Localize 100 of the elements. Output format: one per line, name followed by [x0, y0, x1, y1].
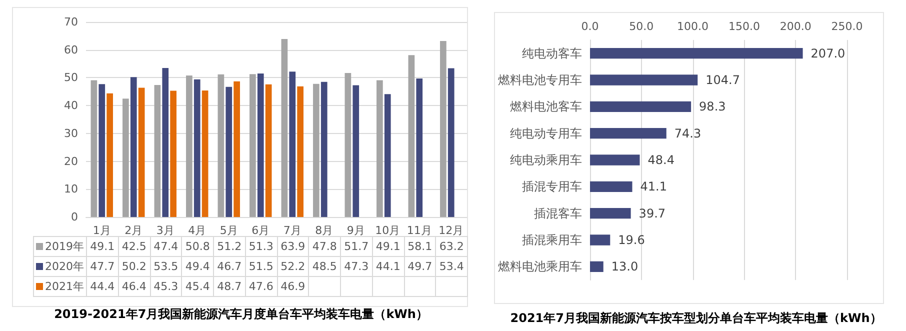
data-label: 48.5	[308, 256, 340, 276]
bar	[265, 84, 272, 217]
bar	[234, 81, 240, 217]
bar	[289, 72, 296, 217]
x-tick-label: 9月	[346, 224, 365, 237]
bar	[250, 74, 256, 217]
bar	[138, 88, 145, 217]
data-label: 48.4	[648, 153, 674, 167]
data-label: 44.4	[86, 276, 118, 296]
bar	[590, 208, 631, 219]
data-label: 42.5	[118, 236, 150, 256]
bar	[440, 40, 446, 217]
y-tick-label: 40	[64, 99, 78, 112]
data-label: 45.4	[182, 276, 214, 296]
x-tick-label: 150.0	[728, 20, 760, 33]
y-tick-label: 纯电动客车	[522, 46, 582, 60]
y-tick-label: 插混专用车	[522, 180, 582, 194]
x-tick-label: 12月	[438, 224, 464, 237]
y-tick-label: 20	[64, 154, 78, 168]
bar	[130, 77, 137, 217]
data-label: 13.0	[611, 260, 638, 274]
bar	[408, 55, 415, 217]
bar	[170, 90, 176, 217]
x-tick-label: 6月	[252, 224, 270, 237]
data-label: 63.9	[277, 236, 309, 256]
bar	[106, 93, 113, 217]
legend-label: 2020年	[34, 256, 86, 276]
legend-label: 2021年	[34, 276, 86, 296]
bar	[590, 101, 692, 112]
data-label: 47.4	[150, 236, 182, 256]
bar	[218, 74, 224, 217]
x-tick-label: 50.0	[629, 20, 654, 33]
bar	[320, 82, 328, 217]
data-label: 53.5	[150, 256, 182, 276]
data-label: 46.9	[277, 276, 309, 296]
y-tick-label: 10	[64, 182, 78, 196]
data-label: 74.3	[674, 126, 702, 140]
text: 2021年7月我国新能源汽车按车型划分单台车平均装车电量（kWh）	[510, 311, 882, 325]
x-tick-label: 7月	[283, 224, 302, 237]
data-label: 51.2	[214, 236, 246, 256]
bar	[590, 234, 610, 246]
data-label: 39.7	[638, 206, 666, 220]
data-label: 49.7	[404, 256, 436, 276]
bar	[297, 86, 304, 217]
x-tick-label: 100.0	[677, 20, 709, 33]
data-label: 45.3	[150, 276, 182, 296]
bar	[590, 48, 803, 59]
data-label: 47.3	[340, 256, 372, 276]
data-label: 51.3	[245, 236, 277, 256]
data-label: 49.4	[182, 256, 214, 276]
x-tick-label: 10月	[375, 224, 400, 237]
data-label: 48.7	[214, 276, 246, 296]
bar	[590, 181, 632, 192]
data-label: 52.2	[277, 256, 309, 276]
data-label: 51.5	[245, 256, 277, 276]
data-label: 50.8	[182, 236, 214, 256]
data-label: 19.6	[618, 233, 645, 247]
data-label: 104.7	[706, 73, 740, 87]
data-label: 207.0	[810, 46, 846, 60]
bar	[590, 74, 698, 86]
y-tick-label: 燃料电池客车	[510, 100, 582, 114]
data-label: 44.1	[372, 256, 404, 276]
bar	[257, 74, 264, 217]
data-label: 46.4	[118, 276, 150, 296]
bar	[186, 75, 192, 217]
bar	[590, 128, 666, 139]
data-label: 58.1	[404, 236, 436, 256]
data-label: 98.3	[699, 100, 726, 114]
bar	[98, 84, 106, 217]
y-tick-label: 60	[64, 43, 78, 56]
bar	[590, 154, 640, 166]
x-tick-label: 1月	[92, 224, 111, 237]
bar	[352, 85, 360, 217]
x-tick-label: 250.0	[831, 20, 863, 33]
data-label: 47.8	[308, 236, 340, 256]
bar	[448, 68, 454, 217]
bar	[376, 80, 383, 217]
x-tick-label: 0.0	[581, 20, 599, 33]
bar	[384, 94, 391, 217]
y-tick-label: 插混客车	[534, 206, 582, 220]
text: 2019-2021年7月我国新能源汽车月度单台车平均装车电量（kWh）	[54, 307, 428, 321]
bar	[281, 38, 288, 217]
y-tick-label: 燃料电池乘用车	[498, 260, 582, 274]
bar	[162, 68, 169, 217]
data-label: 51.7	[340, 236, 372, 256]
x-tick-label: 2月	[124, 224, 143, 237]
x-tick-label: 4月	[188, 224, 206, 237]
bar	[154, 84, 161, 217]
bar	[202, 90, 208, 217]
bar	[226, 86, 232, 217]
y-tick-label: 0	[71, 210, 78, 224]
y-tick-label: 70	[64, 16, 78, 28]
y-tick-label: 30	[64, 126, 78, 140]
y-tick-label: 纯电动乘用车	[510, 153, 582, 167]
bar	[590, 261, 604, 272]
data-label: 49.1	[86, 236, 118, 256]
data-label: 46.7	[214, 256, 246, 276]
bar	[194, 79, 200, 217]
legend-label: 2019年	[34, 236, 86, 256]
data-label: 49.1	[372, 236, 404, 256]
